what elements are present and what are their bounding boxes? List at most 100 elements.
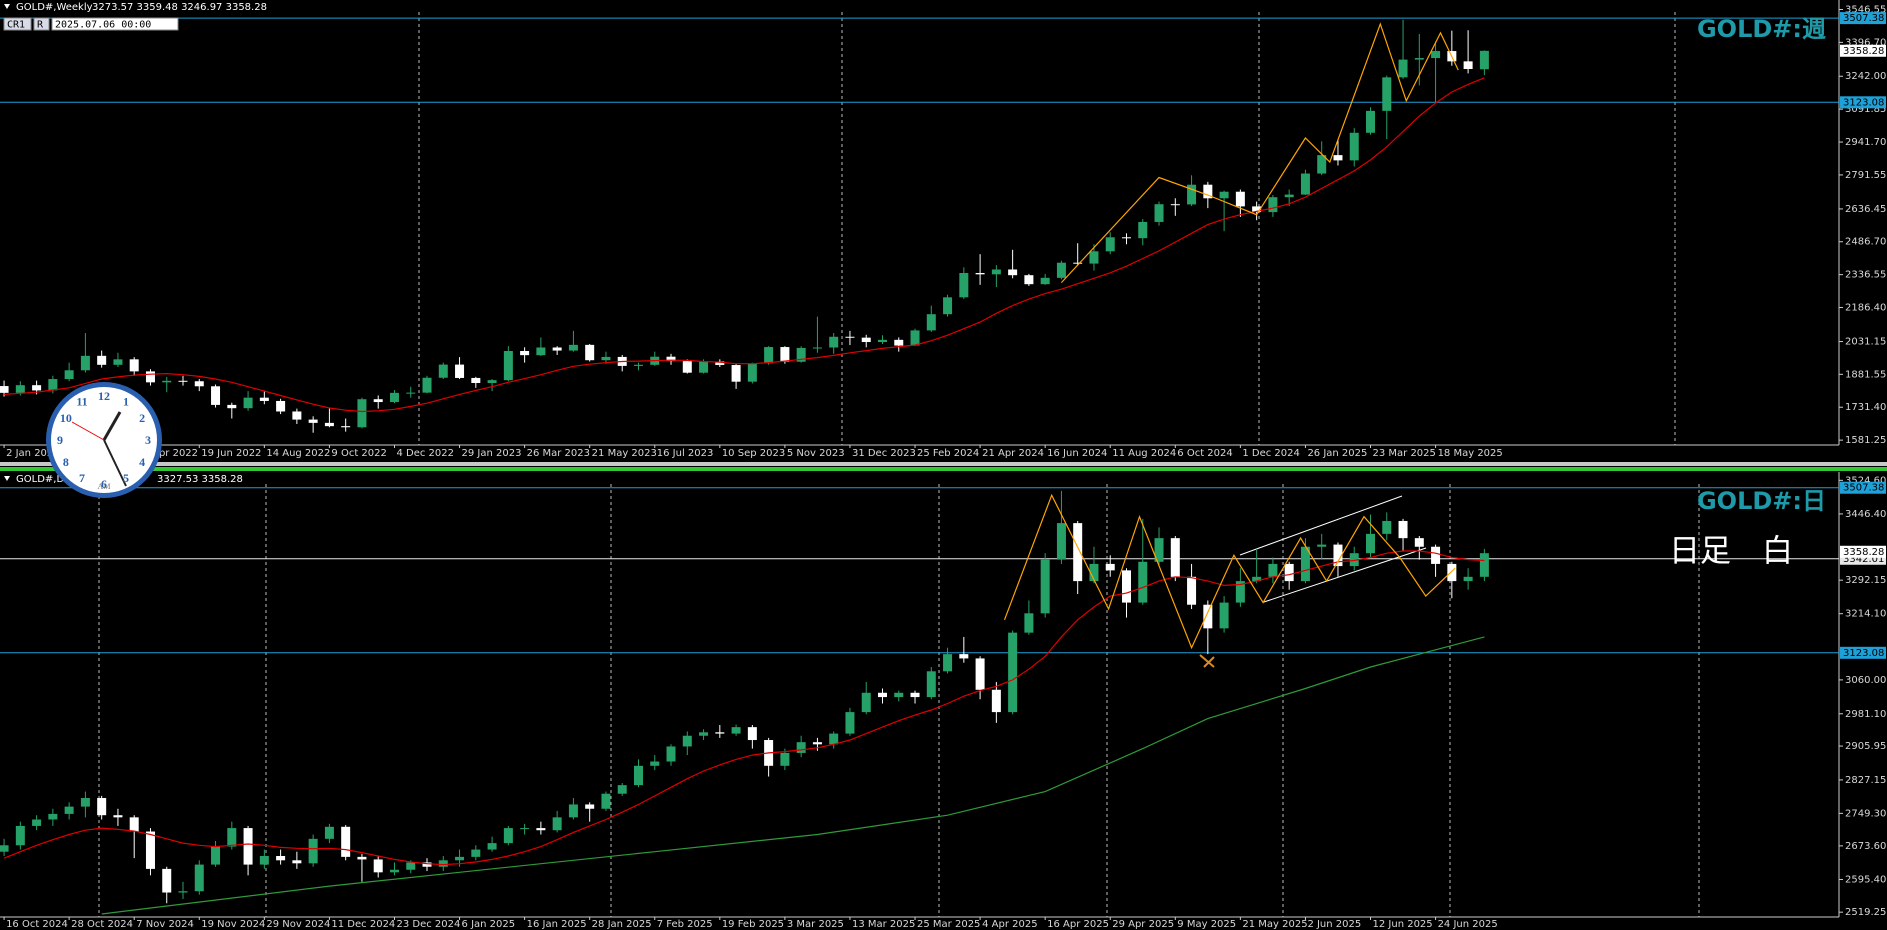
x-tick-label: 26 Jan 2025 — [1307, 448, 1367, 459]
candle-body — [276, 400, 286, 412]
candle-body — [1414, 538, 1424, 547]
toolbar-text: CR1 — [7, 20, 25, 31]
candle-body — [32, 385, 42, 391]
candle-body — [894, 692, 904, 698]
candle-body — [438, 364, 448, 378]
clock-numeral: 3 — [145, 433, 151, 447]
candle-body — [1431, 546, 1441, 564]
y-tick-label: 2595.40 — [1845, 874, 1886, 885]
candle-body — [1463, 61, 1473, 70]
candle-body — [487, 843, 497, 850]
candle-body — [585, 804, 595, 809]
candle-body — [910, 692, 920, 698]
candle-body — [650, 761, 660, 766]
candle-body — [699, 732, 709, 736]
channel-line — [1239, 495, 1403, 556]
candle-body — [520, 351, 530, 356]
candle-body — [389, 869, 399, 873]
candle-body — [943, 297, 953, 315]
clock-numeral: 10 — [60, 411, 72, 425]
candle-body — [406, 392, 416, 394]
candle-body — [503, 351, 513, 381]
candle-body — [829, 733, 839, 745]
candle-body — [471, 849, 481, 857]
candle-body — [1073, 262, 1083, 264]
candle-body — [129, 359, 139, 372]
candle-body — [64, 806, 74, 814]
candle-body — [1138, 221, 1148, 239]
x-tick-label: 6 Jan 2025 — [462, 919, 516, 930]
candle-body — [845, 336, 855, 338]
x-tick-label: 9 May 2025 — [1177, 919, 1236, 930]
candle-body — [1203, 604, 1213, 629]
candle-body — [357, 856, 367, 860]
candle-body — [682, 361, 692, 373]
ohlc-values: 3273.57 3359.48 3246.97 3358.28 — [92, 2, 267, 13]
candle-body — [194, 381, 204, 387]
price-label: 3123.08 — [1843, 648, 1884, 659]
candle-body — [243, 828, 253, 865]
candle-body — [276, 856, 286, 861]
candle-body — [1024, 275, 1034, 285]
x-tick-label: 7 Nov 2024 — [136, 919, 194, 930]
candle-body — [1431, 51, 1441, 59]
candle-body — [32, 819, 42, 826]
clock-numeral: 4 — [139, 455, 145, 469]
pane-separator — [0, 462, 1887, 466]
candle-body — [227, 404, 237, 409]
candle-body — [178, 380, 188, 382]
symbol-label: GOLD#:週 — [1697, 15, 1826, 43]
candle-body — [487, 380, 497, 383]
candle-body — [877, 339, 887, 343]
x-tick-label: 6 Oct 2024 — [1177, 448, 1232, 459]
candle-body — [292, 411, 302, 420]
candle-body — [812, 347, 822, 349]
clock-numeral: 2 — [139, 411, 145, 425]
y-tick-label: 2791.55 — [1845, 170, 1886, 181]
price-label: 3507.38 — [1843, 13, 1884, 24]
candle-body — [113, 815, 123, 818]
candle-body — [585, 344, 595, 361]
candle-body — [1008, 632, 1018, 713]
candle-body — [1138, 561, 1148, 603]
second-hand — [71, 421, 105, 441]
candle-body — [796, 742, 806, 753]
x-tick-label: 29 Nov 2024 — [266, 919, 330, 930]
x-tick-label: 19 Nov 2024 — [201, 919, 265, 930]
candle-body — [731, 727, 741, 734]
collapse-arrow — [4, 4, 10, 9]
candle-body — [1105, 237, 1115, 252]
y-tick-label: 2519.25 — [1845, 907, 1886, 918]
y-tick-label: 3546.55 — [1845, 5, 1886, 16]
candle-body — [1073, 523, 1083, 582]
x-tick-label: 3 Mar 2025 — [787, 919, 844, 930]
toolbar-box — [3, 17, 32, 31]
x-tick-label: 16 Jan 2025 — [527, 919, 587, 930]
candle-body — [113, 359, 123, 365]
toolbar-box — [33, 17, 50, 31]
marker-icon — [1199, 654, 1215, 668]
candle-body — [341, 426, 351, 428]
candle-body — [406, 862, 416, 870]
x-tick-label: 2 Jan 2022 — [6, 448, 60, 459]
candle-body — [80, 798, 90, 807]
candle-body — [731, 365, 741, 382]
y-tick-label: 3292.15 — [1845, 575, 1886, 586]
candle-body — [568, 804, 578, 818]
x-tick-label: 21 Apr 2024 — [982, 448, 1044, 459]
clock-numeral: 6 — [101, 477, 107, 491]
candle-body — [178, 891, 188, 893]
clock-numeral: 12 — [98, 389, 110, 403]
candle-body — [129, 817, 139, 832]
candle-body — [1170, 538, 1180, 577]
candle-body — [1366, 110, 1376, 133]
clock-numeral: 7 — [79, 471, 85, 485]
x-tick-label: 16 Oct 2024 — [6, 919, 68, 930]
y-tick-label: 2981.10 — [1845, 709, 1886, 720]
indicator-line — [1060, 22, 1459, 284]
y-tick-label: 3091.85 — [1845, 104, 1886, 115]
clock-numeral: 5 — [123, 471, 129, 485]
candle-body — [1414, 58, 1424, 60]
candle-body — [975, 658, 985, 690]
